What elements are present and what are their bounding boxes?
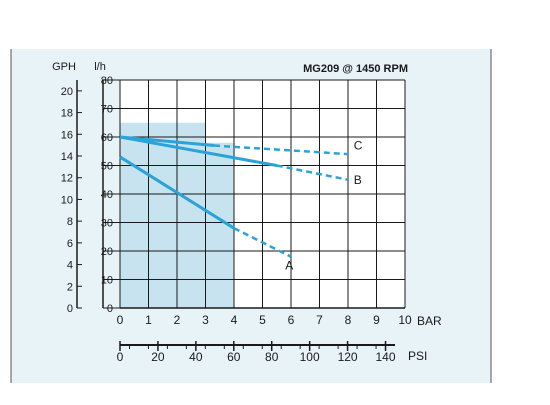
psi-tick-label: 80 [265,350,279,364]
series-b-solid-line [119,135,278,167]
psi-tick-label: 100 [300,350,320,364]
bar-tick-label: 3 [202,313,209,327]
psi-tick-label: 40 [189,350,203,364]
gph-tick-label: 2 [67,281,73,293]
bar-tick-label: 6 [288,313,295,327]
x-axis-title: BAR [417,314,442,328]
lh-tick-label: 20 [101,246,113,258]
series-a-solid-line [119,155,235,230]
gph-tick-label: 8 [67,216,73,228]
series-c-solid-line [119,135,215,148]
gph-tick-label: 20 [61,86,73,98]
bar-tick-label: 10 [398,313,412,327]
gph-tick-label: 10 [61,194,73,206]
psi-tick-label: 120 [338,350,358,364]
series-b-label: B [354,173,362,187]
gph-tick-label: 6 [67,238,73,250]
lh-tick-label: 40 [101,189,113,201]
series-c-dashed-line [213,144,349,156]
gph-tick-label: 18 [61,108,73,120]
lh-tick-label: 50 [101,161,113,173]
y-left-axis-title: GPH [52,61,76,73]
psi-tick-label: 60 [227,350,241,364]
x2-axis-title: PSI [408,349,427,363]
series-b-dashed-line [276,164,349,181]
bar-tick-label: 1 [145,313,152,327]
bar-tick-label: 4 [231,313,238,327]
gph-tick-label: 16 [61,129,73,141]
psi-tick-label: 20 [151,350,165,364]
lh-tick-label: 30 [101,218,113,230]
y-right-axis-title: l/h [94,61,106,73]
series-a-label: A [285,258,293,272]
bar-tick-label: 2 [174,313,181,327]
gph-tick-label: 0 [67,303,73,315]
psi-tick-label: 140 [376,350,396,364]
lh-tick-label: 80 [101,75,113,87]
chart-title: MG209 @ 1450 RPM [303,63,408,75]
lh-tick-label: 10 [101,275,113,287]
gph-tick-label: 14 [61,151,73,163]
series-c-label: C [354,139,363,153]
bar-tick-label: 7 [316,313,323,327]
lh-tick-label: 60 [101,132,113,144]
bar-tick-label: 9 [373,313,380,327]
gph-tick-label: 4 [67,260,73,272]
series-a-dashed-line [233,227,292,258]
psi-tick-label: 0 [117,350,124,364]
bar-tick-label: 0 [117,313,124,327]
grid-group [119,79,406,309]
lh-tick-label: 70 [101,104,113,116]
lh-tick-label: 0 [107,303,113,315]
series-group: A B C [119,135,363,272]
bar-tick-label: 8 [345,313,352,327]
gph-tick-label: 12 [61,173,73,185]
bar-tick-label: 5 [259,313,266,327]
